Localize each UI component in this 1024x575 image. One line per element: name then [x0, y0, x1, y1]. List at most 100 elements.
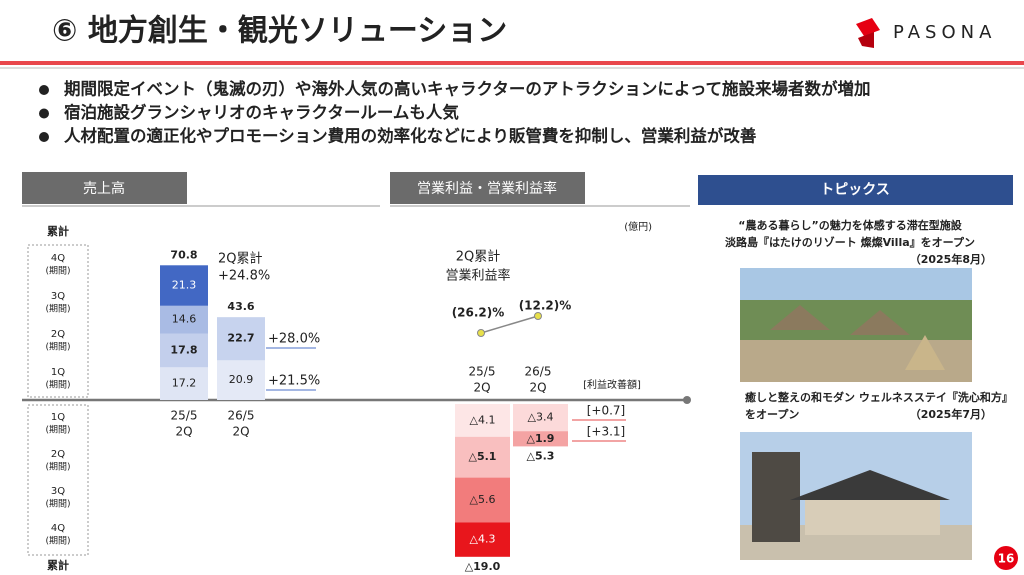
bar-segment	[217, 360, 265, 400]
sales-heading-box	[22, 172, 187, 204]
topic-line: 癒しと整えの和モダン ウェルネスステイ『洗心和方』	[745, 390, 1013, 404]
page-number-badge	[994, 546, 1018, 570]
margin-title: 営業利益率	[445, 268, 510, 284]
bar-total: 43.6	[227, 300, 254, 313]
margin-label: (26.2)%	[452, 306, 505, 320]
quarter-label: (期間)	[45, 304, 70, 315]
bullet-text: 期間限定イベント（鬼滅の刃）や海外人気の高いキャラクターのアトラクションによって…	[64, 79, 871, 99]
quarter-label: 1Q	[51, 412, 65, 423]
cumulative-top: 累計	[47, 224, 69, 238]
quarter-label: (期間)	[45, 342, 70, 353]
quarter-label: 2Q	[51, 329, 65, 340]
title: ⑥ 地方創生・観光ソリューション	[52, 14, 507, 49]
bar-label: △5.6	[470, 493, 496, 506]
bar-segment	[160, 265, 208, 306]
topic-line: “農ある暮らし”の魅力を体感する滞在型施設	[738, 218, 962, 232]
upper-quarter-box	[27, 244, 89, 398]
bar-label: △5.1	[469, 450, 497, 463]
period-label: 2Q	[232, 425, 249, 439]
growth-q1: +21.5%	[268, 374, 320, 389]
margin-dot	[534, 312, 542, 320]
bar-label: △4.1	[470, 413, 496, 426]
bar-label: △3.4	[528, 411, 554, 424]
period-label: 26/5	[228, 409, 255, 423]
period-label: 25/5	[469, 365, 496, 379]
bullet-dot	[39, 108, 49, 119]
margin-title: 2Q累計	[456, 249, 501, 265]
profit-heading: 営業利益・営業利益率	[417, 180, 557, 197]
quarter-label: (期間)	[45, 462, 70, 473]
bar-label: 22.7	[227, 332, 254, 345]
topic-line: をオープン	[745, 407, 799, 421]
growth-q2: +28.0%	[268, 332, 320, 347]
bar-label: △4.3	[470, 533, 496, 546]
topic-date: （2025年7月）	[910, 407, 992, 421]
bar-label: 14.6	[172, 313, 197, 326]
bar-segment	[217, 317, 265, 361]
bar-total: △19.0	[465, 560, 501, 573]
topic-image	[740, 268, 972, 382]
quarter-label: 2Q	[51, 449, 65, 460]
quarter-label: 1Q	[51, 367, 65, 378]
bar-segment	[160, 305, 208, 334]
quarter-label: 3Q	[51, 291, 65, 302]
bar-segment	[513, 404, 568, 432]
margin-line	[480, 315, 539, 334]
period-label: 26/5	[525, 365, 552, 379]
profit-heading-box	[390, 172, 585, 204]
axis-end	[683, 396, 691, 404]
period-label: 2Q	[473, 381, 490, 395]
improvement: [+3.1]	[587, 425, 626, 439]
improvement-heading: [利益改善額]	[583, 378, 641, 391]
page-number: 16	[998, 552, 1015, 566]
header-rule	[0, 61, 1024, 65]
bar-label: 17.2	[172, 377, 197, 390]
quarter-label: (期間)	[45, 266, 70, 277]
bullet-dot	[39, 85, 49, 95]
bar-segment	[513, 431, 568, 447]
bar-segment	[455, 436, 510, 478]
growth-total: +24.8%	[218, 269, 270, 284]
bar-segment	[160, 367, 208, 400]
period-label: 2Q	[175, 425, 192, 439]
quarter-label: (期間)	[45, 536, 70, 547]
growth-total: 2Q累計	[218, 251, 263, 267]
bullet-text: 人材配置の適正化やプロモーション費用の効率化などにより販管費を抑制し、営業利益が…	[64, 126, 756, 146]
bar-label: 17.8	[170, 343, 197, 356]
bullet-text: 宿泊施設グランシャリオのキャラクタールームも人気	[64, 102, 459, 122]
quarter-label: (期間)	[45, 380, 70, 391]
unit: (億円)	[624, 220, 652, 233]
margin-dot	[477, 329, 485, 337]
bar-label: 20.9	[229, 373, 254, 386]
topics-heading: トピックス	[820, 182, 890, 198]
topic-line: 淡路島『はたけのリゾート 燦燦Villa』をオープン	[725, 235, 975, 249]
topics-heading-box	[698, 175, 1013, 205]
improvement: [+0.7]	[587, 404, 626, 418]
quarter-label: (期間)	[45, 425, 70, 436]
topic-image	[740, 432, 972, 560]
quarter-label: (期間)	[45, 499, 70, 510]
bar-total: △5.3	[527, 449, 555, 462]
bar-segment	[160, 333, 208, 368]
logo-icon	[856, 18, 880, 48]
bar-segment	[455, 404, 510, 437]
bar-segment	[455, 477, 510, 523]
logo-text: PASONA	[893, 22, 996, 43]
cumulative-bottom: 累計	[47, 558, 69, 572]
margin-label: (12.2)%	[519, 299, 572, 313]
bar-label: 21.3	[172, 279, 197, 292]
bar-label: △1.9	[527, 432, 555, 445]
period-label: 2Q	[529, 381, 546, 395]
quarter-label: 3Q	[51, 486, 65, 497]
quarter-label: 4Q	[51, 253, 65, 264]
lower-quarter-box	[27, 404, 89, 556]
topic-date: （2025年8月）	[910, 252, 992, 266]
bullet-dot	[39, 132, 49, 142]
sales-heading: 売上高	[83, 180, 125, 197]
period-label: 25/5	[171, 409, 198, 423]
quarter-label: 4Q	[51, 523, 65, 534]
bar-segment	[455, 522, 510, 557]
bar-total: 70.8	[170, 248, 197, 261]
